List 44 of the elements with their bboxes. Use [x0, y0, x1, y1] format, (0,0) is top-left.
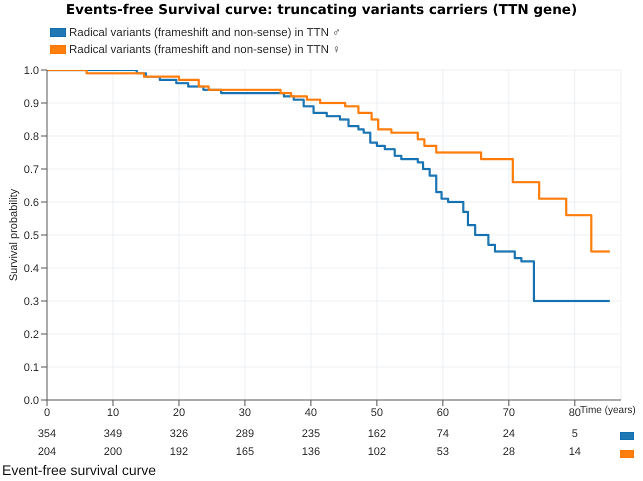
chart-title: Events-free Survival curve: truncating variants carriers (TTN gene)	[64, 2, 578, 18]
x-tick-label: 60	[436, 406, 449, 419]
text: 349	[102, 428, 124, 440]
x-tick-label: 10	[106, 406, 120, 419]
x-tick-label: 0	[44, 406, 50, 419]
legend-label: Radical variants (frameshift and non-sense) in TTN ♂	[69, 26, 341, 38]
text: 204	[36, 446, 58, 458]
y-tick-label: 0.1	[24, 362, 39, 374]
text: 14	[568, 446, 582, 458]
y-tick-label: 0.2	[24, 328, 39, 341]
text: 235	[300, 428, 322, 440]
x-tick-label: 40	[304, 406, 318, 419]
text: 136	[300, 446, 322, 458]
text: 200	[102, 446, 124, 458]
x-tick-label: 50	[370, 406, 384, 419]
y-tick-label: 0.3	[24, 296, 39, 308]
text: 165	[234, 446, 256, 458]
x-tick-label: 80	[568, 406, 581, 419]
text: 28	[502, 446, 516, 458]
text: 53	[436, 446, 450, 458]
text: 102	[366, 446, 388, 458]
text: 192	[168, 446, 190, 458]
text: 289	[234, 428, 256, 440]
text: 24	[502, 428, 516, 440]
y-tick-label: 0.8	[24, 130, 39, 143]
text: Event-free survival curve	[2, 462, 156, 478]
y-tick-label: 0.0	[24, 394, 39, 407]
text: 162	[366, 428, 388, 440]
text: 74	[436, 428, 450, 440]
y-tick-label: 0.4	[24, 262, 39, 275]
y-axis-title: Survival probability	[8, 188, 20, 282]
x-tick-label: 20	[172, 406, 186, 419]
x-tick-label: 30	[238, 406, 252, 419]
x-axis-title: Time (years)	[580, 405, 636, 416]
y-tick-label: 1.0	[24, 64, 39, 77]
y-tick-label: 0.9	[24, 98, 39, 110]
y-tick-label: 0.6	[24, 196, 39, 209]
text: 326	[168, 428, 190, 440]
y-tick-label: 0.7	[24, 164, 39, 176]
text: 5	[570, 428, 579, 440]
y-tick-label: 0.5	[24, 230, 39, 242]
legend-label: Radical variants (frameshift and non-sense) in TTN ♀	[69, 44, 341, 56]
x-tick-label: 70	[502, 406, 515, 419]
text: 354	[36, 428, 58, 440]
